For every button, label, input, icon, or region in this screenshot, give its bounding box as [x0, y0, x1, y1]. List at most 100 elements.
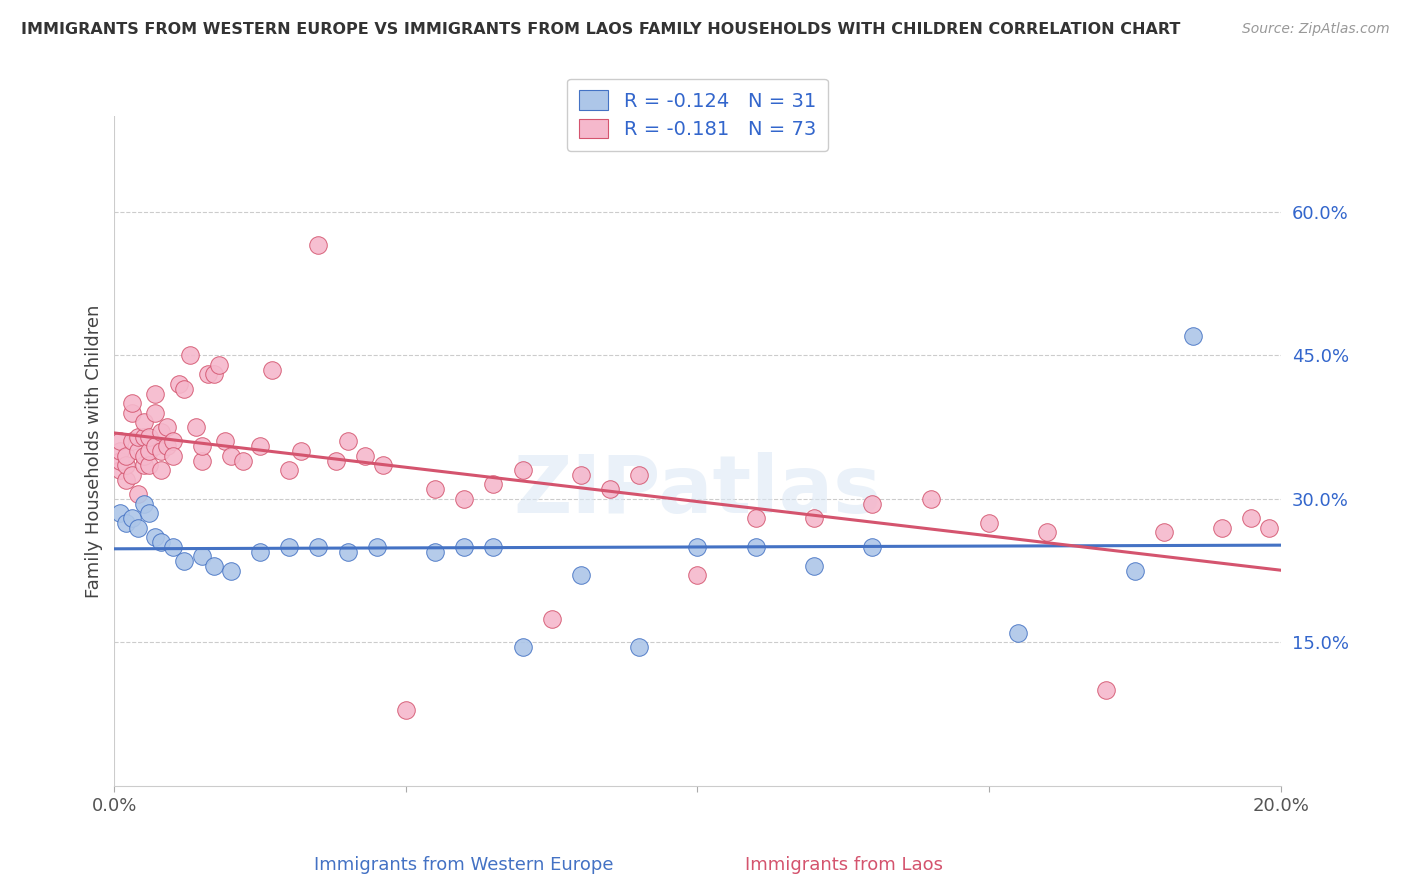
Point	[336, 434, 359, 449]
Point	[686, 540, 709, 554]
Point	[308, 540, 330, 554]
Point	[115, 458, 138, 473]
Point	[336, 544, 359, 558]
Point	[290, 444, 312, 458]
Point	[162, 434, 184, 449]
Point	[110, 506, 132, 520]
Point	[920, 491, 942, 506]
Point	[977, 516, 1000, 530]
Text: ZIPatlas: ZIPatlas	[513, 452, 882, 530]
Point	[150, 535, 173, 549]
Point	[202, 368, 225, 382]
Point	[197, 368, 219, 382]
Point	[278, 540, 301, 554]
Point	[862, 540, 884, 554]
Point	[110, 434, 132, 449]
Point	[127, 429, 149, 443]
Point	[249, 544, 271, 558]
Y-axis label: Family Households with Children: Family Households with Children	[86, 304, 103, 598]
Point	[423, 544, 446, 558]
Point	[150, 463, 173, 477]
Point	[453, 491, 475, 506]
Point	[127, 487, 149, 501]
Text: IMMIGRANTS FROM WESTERN EUROPE VS IMMIGRANTS FROM LAOS FAMILY HOUSEHOLDS WITH CH: IMMIGRANTS FROM WESTERN EUROPE VS IMMIGR…	[21, 22, 1181, 37]
Point	[132, 497, 155, 511]
Point	[219, 564, 242, 578]
Point	[173, 382, 195, 396]
Point	[219, 449, 242, 463]
Point	[862, 497, 884, 511]
Point	[512, 463, 534, 477]
Point	[179, 348, 201, 362]
Point	[162, 540, 184, 554]
Point	[1240, 511, 1263, 525]
Point	[110, 453, 132, 467]
Point	[232, 453, 254, 467]
Point	[115, 449, 138, 463]
Point	[1258, 520, 1281, 534]
Point	[803, 511, 825, 525]
Point	[173, 554, 195, 568]
Point	[569, 467, 592, 482]
Legend: R = -0.124   N = 31, R = -0.181   N = 73: R = -0.124 N = 31, R = -0.181 N = 73	[568, 78, 828, 151]
Point	[371, 458, 394, 473]
Point	[803, 558, 825, 573]
Point	[325, 453, 347, 467]
Point	[143, 439, 166, 453]
Text: Source: ZipAtlas.com: Source: ZipAtlas.com	[1241, 22, 1389, 37]
Point	[453, 540, 475, 554]
Point	[686, 568, 709, 582]
Point	[121, 434, 143, 449]
Point	[569, 568, 592, 582]
Point	[745, 540, 768, 554]
Point	[150, 444, 173, 458]
Point	[191, 549, 214, 564]
Point	[191, 439, 214, 453]
Point	[745, 511, 768, 525]
Point	[184, 420, 207, 434]
Point	[132, 429, 155, 443]
Text: Immigrants from Laos: Immigrants from Laos	[745, 855, 942, 873]
Point	[110, 463, 132, 477]
Point	[512, 640, 534, 655]
Point	[278, 463, 301, 477]
Point	[354, 449, 377, 463]
Point	[599, 483, 621, 497]
Point	[115, 516, 138, 530]
Point	[1036, 525, 1059, 540]
Point	[143, 530, 166, 544]
Point	[121, 467, 143, 482]
Point	[395, 702, 418, 716]
Point	[482, 540, 505, 554]
Point	[208, 358, 231, 372]
Point	[138, 458, 160, 473]
Point	[121, 511, 143, 525]
Point	[1123, 564, 1146, 578]
Point	[1094, 683, 1116, 698]
Point	[132, 415, 155, 429]
Point	[1153, 525, 1175, 540]
Point	[308, 238, 330, 252]
Point	[156, 439, 179, 453]
Point	[1007, 626, 1029, 640]
Point	[138, 444, 160, 458]
Point	[138, 506, 160, 520]
Point	[540, 611, 562, 625]
Point	[150, 425, 173, 439]
Point	[628, 640, 651, 655]
Point	[167, 376, 190, 391]
Point	[132, 449, 155, 463]
Point	[191, 453, 214, 467]
Text: Immigrants from Western Europe: Immigrants from Western Europe	[314, 855, 614, 873]
Point	[249, 439, 271, 453]
Point	[260, 362, 283, 376]
Point	[138, 429, 160, 443]
Point	[127, 444, 149, 458]
Point	[1182, 329, 1205, 343]
Point	[132, 458, 155, 473]
Point	[156, 420, 179, 434]
Point	[366, 540, 388, 554]
Point	[423, 483, 446, 497]
Point	[143, 406, 166, 420]
Point	[115, 473, 138, 487]
